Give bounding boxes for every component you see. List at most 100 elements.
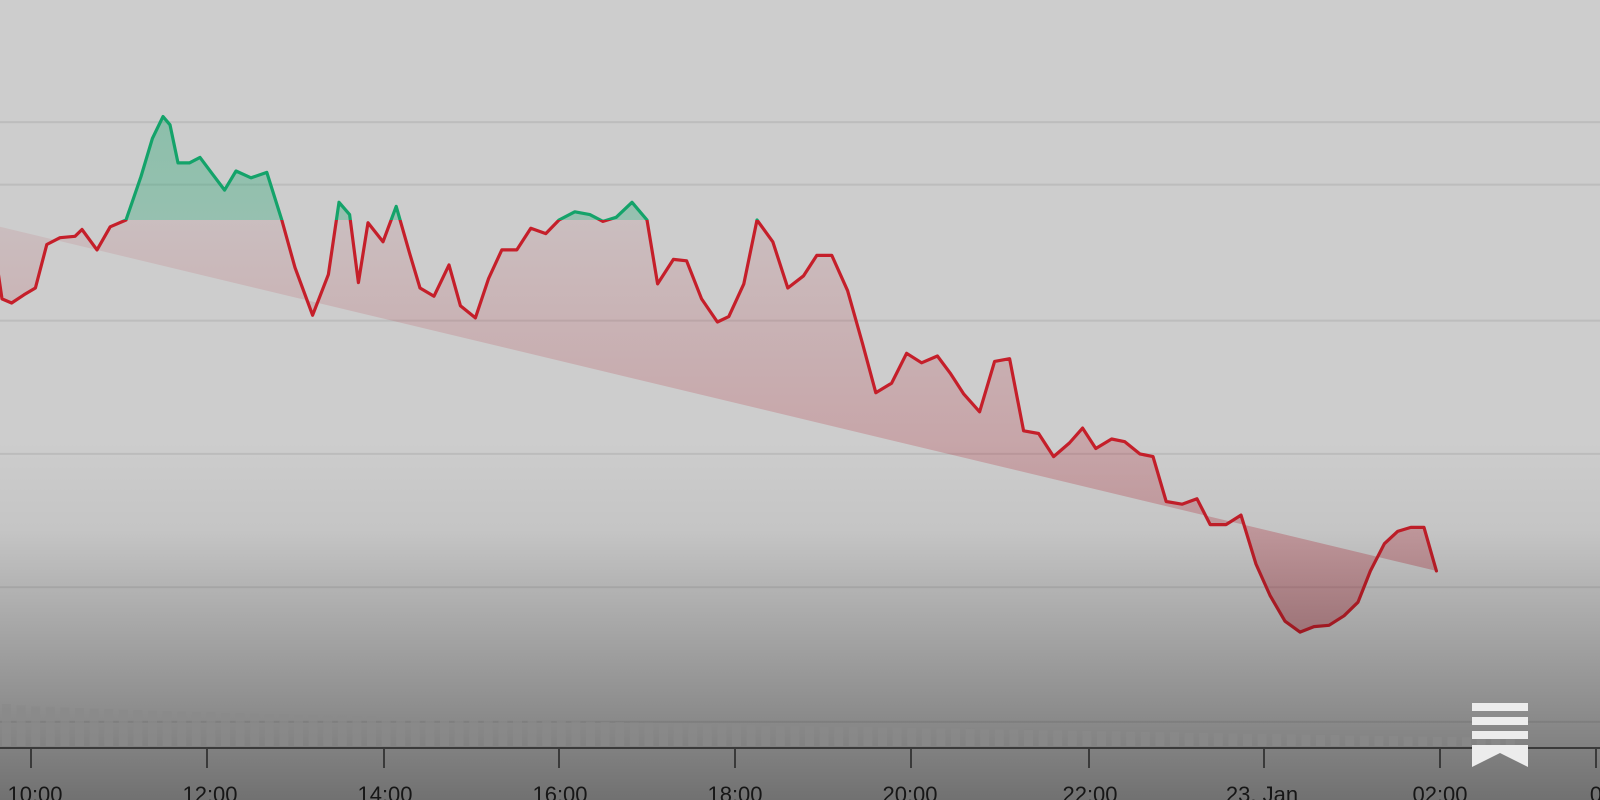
volume-bar [761,725,771,746]
volume-bar [308,715,318,746]
volume-bar [16,705,26,746]
volume-bar [118,709,128,746]
volume-bar [162,711,172,746]
volume-bar [571,721,581,746]
x-tick-label: 16:00 [532,782,587,800]
volume-bar [863,727,873,746]
volume-bar [878,727,887,746]
volume-bar [717,724,727,746]
volume-bar [1053,730,1063,746]
volume-bar [1184,732,1194,746]
volume-bar [1155,732,1165,746]
volume-bar [892,727,902,746]
volume-bar [1097,731,1106,746]
volume-bar [702,723,712,746]
volume-bar [1243,733,1252,746]
volume-bar [980,729,990,746]
volume-bar [1389,736,1398,746]
volume-bar [1272,734,1282,746]
volume-bar [410,717,420,746]
volume-bar [1009,729,1019,746]
volume-bar [104,709,114,746]
volume-bar [1345,735,1355,746]
volume-bar [1374,735,1384,746]
volume-bar [1067,730,1077,746]
volume-bar [1170,732,1179,746]
volume-bar [148,710,157,746]
volume-bar [600,721,610,746]
volume-bar [848,726,858,746]
volume-bar [1126,731,1136,746]
volume-bar [1462,737,1471,746]
volume-bar [191,712,201,746]
volume-bar [425,718,435,746]
volume-bar [513,720,522,746]
volume-bar [45,706,55,746]
volume-bar [1476,737,1486,746]
x-tick-label: 20:00 [882,782,937,800]
volume-bar [206,712,216,746]
volume-bar [834,726,844,746]
volume-bar [294,714,303,746]
bookmark-icon[interactable] [1472,703,1528,767]
volume-bar [586,721,595,746]
volume-bar [936,728,946,746]
volume-bar [1257,734,1267,746]
volume-bar [264,714,274,746]
price-line-up [121,115,759,220]
volume-bar [994,729,1004,746]
x-tick-label: 02:00 [1412,782,1467,800]
volume-bar [556,720,566,746]
x-tick-label: 14:00 [357,782,412,800]
volume-bar [527,720,537,746]
volume-bar [469,719,479,746]
x-tick-label: 23. Jan [1226,782,1298,800]
volume-bar [1140,732,1150,746]
volume-bar [673,723,683,746]
volume-bar [951,728,960,746]
volume-bar [746,724,756,746]
volume-bar [629,722,639,746]
volume-bar [1082,731,1092,746]
volume-bar [1447,737,1457,746]
volume-bar [1038,730,1048,746]
volume-bar [1228,733,1238,746]
volume-bar [367,716,376,746]
volume-bar [805,725,814,746]
x-tick-label: 12:00 [182,782,237,800]
area-fill-above-baseline [126,116,757,220]
volume-bar [221,712,230,746]
volume-bar [1432,736,1442,746]
volume-bar [31,706,41,746]
volume-bar [381,717,391,746]
volume-bar [965,728,975,746]
x-tick-label: 18:00 [707,782,762,800]
volume-bar [542,720,552,746]
volume-bar [454,718,464,746]
x-tick-label: 10:00 [7,782,62,800]
volume-bar [323,715,333,746]
volume-bar [1199,733,1209,746]
volume-bar [75,708,84,746]
volume-bar [1330,735,1340,746]
volume-bar [644,722,654,746]
volume-bar [133,710,143,746]
volume-bar [1505,738,1515,746]
volume-bar [790,725,800,746]
volume-bar [819,726,829,746]
volume-bar [352,716,362,746]
volume-bar [1286,734,1296,746]
volume-bar [1301,734,1311,746]
volume-bar [1403,736,1413,746]
volume-bar [396,717,406,746]
volume-bar [1359,735,1369,746]
x-tick-label: 22:00 [1062,782,1117,800]
volume-bar [235,713,245,746]
volume-bar [250,713,260,746]
volume-bar [1213,733,1223,746]
volume-bar [775,725,785,746]
volume-bar [1491,737,1501,746]
volume-bar [688,723,698,746]
volume-bar [279,714,289,746]
